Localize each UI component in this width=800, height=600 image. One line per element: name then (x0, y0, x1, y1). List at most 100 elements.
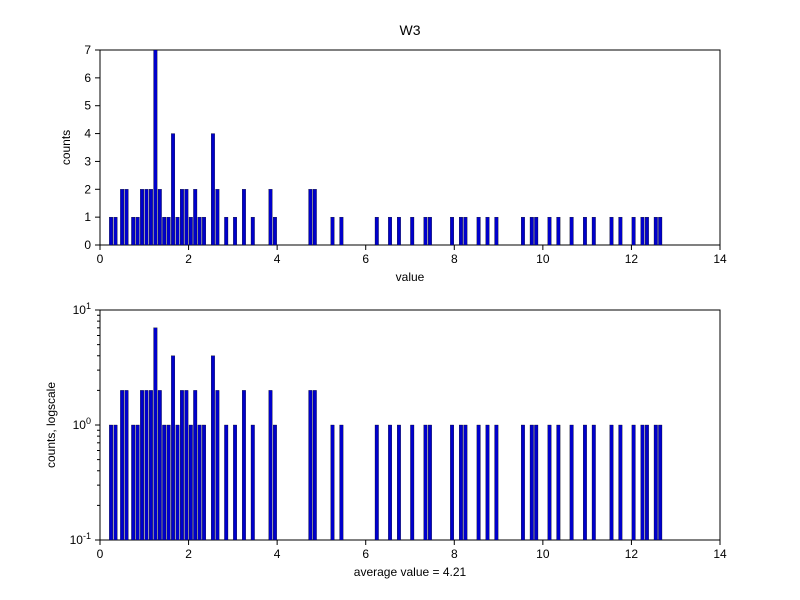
bar (309, 189, 313, 245)
top-ytick-label: 4 (84, 127, 91, 141)
bar (654, 217, 658, 245)
bar (162, 217, 166, 245)
bar (530, 217, 534, 245)
bar (645, 217, 649, 245)
bottom-xtick-label: 10 (536, 547, 550, 561)
bottom-xtick-label: 2 (185, 547, 192, 561)
bar (131, 217, 135, 245)
top-ylabel: counts (59, 130, 73, 165)
figure-container: W30246810121401234567valuecounts02468101… (0, 0, 800, 600)
bar (388, 425, 392, 540)
bar (180, 390, 184, 540)
bar (269, 189, 273, 245)
top-xtick-label: 14 (713, 252, 727, 266)
bar (202, 217, 206, 245)
bar (619, 425, 623, 540)
bar (658, 425, 662, 540)
bar (171, 356, 175, 540)
bar (570, 425, 574, 540)
bottom-ytick-label: 101 (73, 301, 91, 317)
bottom-xtick-label: 8 (451, 547, 458, 561)
bar (583, 425, 587, 540)
bar (233, 425, 237, 540)
bottom-ylabel: counts, logscale (44, 382, 58, 468)
bar (641, 425, 645, 540)
bar (154, 328, 158, 540)
bottom-xlabel: average value = 4.21 (354, 565, 467, 579)
bar (136, 217, 140, 245)
bar (410, 217, 414, 245)
bottom-xtick-label: 6 (362, 547, 369, 561)
top-xtick-label: 6 (362, 252, 369, 266)
bar (114, 217, 118, 245)
bar (193, 189, 197, 245)
bar (189, 217, 193, 245)
bar (548, 425, 552, 540)
bar (136, 425, 140, 540)
bar (645, 425, 649, 540)
bar (216, 189, 220, 245)
bar (477, 217, 481, 245)
bar (193, 390, 197, 540)
bar (140, 189, 144, 245)
bar (658, 217, 662, 245)
bar (251, 217, 255, 245)
bar (397, 217, 401, 245)
bar (534, 425, 538, 540)
top-ytick-label: 3 (84, 154, 91, 168)
bar (313, 189, 317, 245)
bar (167, 217, 171, 245)
bar (145, 189, 149, 245)
bar (313, 390, 317, 540)
bar (269, 390, 273, 540)
top-ytick-label: 6 (84, 71, 91, 85)
bar (495, 425, 499, 540)
bar (428, 217, 432, 245)
bottom-xtick-label: 12 (625, 547, 639, 561)
top-ytick-label: 5 (84, 99, 91, 113)
bar (557, 217, 561, 245)
bar (450, 425, 454, 540)
bar (654, 425, 658, 540)
bar (388, 217, 392, 245)
bottom-xtick-label: 14 (713, 547, 727, 561)
bar (375, 217, 379, 245)
bar (331, 217, 335, 245)
bottom-axes-frame (100, 310, 720, 540)
bar (145, 390, 149, 540)
bar (211, 356, 215, 540)
bottom-ytick-label: 100 (73, 416, 91, 432)
top-ytick-label: 2 (84, 182, 91, 196)
bar (340, 217, 344, 245)
bar (180, 189, 184, 245)
bar (592, 425, 596, 540)
bar (309, 390, 313, 540)
bar (158, 189, 162, 245)
bar (521, 217, 525, 245)
bar (477, 425, 481, 540)
bar (273, 217, 277, 245)
bar (114, 425, 118, 540)
bar (167, 425, 171, 540)
top-ytick-label: 0 (84, 238, 91, 252)
bar (198, 425, 202, 540)
bar (583, 217, 587, 245)
figure-svg: W30246810121401234567valuecounts02468101… (0, 0, 800, 600)
bar (131, 425, 135, 540)
bar (251, 425, 255, 540)
bar (233, 217, 237, 245)
top-ytick-label: 7 (84, 43, 91, 57)
bar (224, 217, 228, 245)
bar (534, 217, 538, 245)
bar (242, 189, 246, 245)
bar (176, 425, 180, 540)
bar (424, 425, 428, 540)
bar (149, 189, 153, 245)
bar (149, 390, 153, 540)
bar (185, 189, 189, 245)
bar (548, 217, 552, 245)
bar (424, 217, 428, 245)
bar (109, 425, 113, 540)
bar (495, 217, 499, 245)
bar (158, 390, 162, 540)
